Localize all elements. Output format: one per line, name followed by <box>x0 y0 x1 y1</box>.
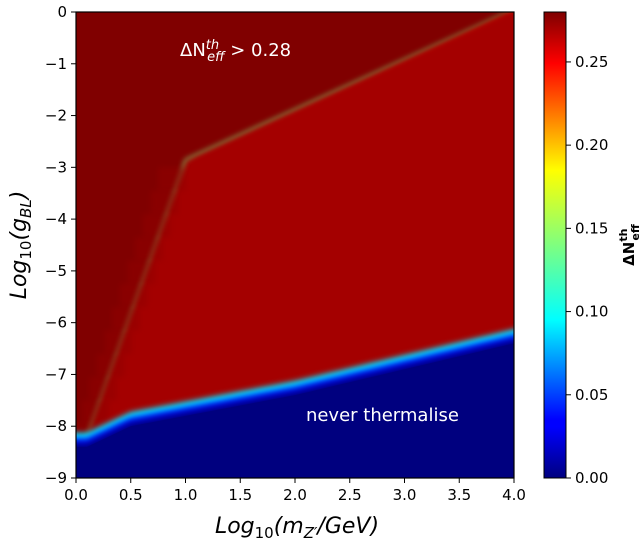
saturated-step-block <box>89 377 117 401</box>
saturated-step-block <box>150 190 178 214</box>
y-axis-label-sub1: 10 <box>17 241 35 260</box>
colorbar-label-base: ΔN <box>620 242 638 266</box>
y-tick-label: −3 <box>45 158 67 176</box>
x-axis-label-tail: /GeV) <box>315 514 379 539</box>
x-tick-label: 3.5 <box>447 486 471 504</box>
x-tick-label: 0.5 <box>119 486 143 504</box>
never-thermalise-region <box>76 329 514 478</box>
annotation-never-thermalise: never thermalise <box>306 405 459 426</box>
colorbar-ticks: 0.00 0.05 0.10 0.15 0.20 0.25 <box>566 53 608 487</box>
y-axis-label-mid: (g <box>7 218 32 241</box>
x-axis-ticks: 0.0 0.5 1.0 1.5 2.0 2.5 3.0 3.5 4.0 <box>64 478 526 504</box>
y-tick-label: −2 <box>45 107 67 125</box>
colorbar-tick-label: 0.05 <box>575 386 608 404</box>
annotation-saturated: ΔNth eff > 0.28 <box>180 38 291 65</box>
y-tick-label: −8 <box>45 417 67 435</box>
saturated-step-block <box>112 307 140 331</box>
colorbar-tick-label: 0.25 <box>575 53 608 71</box>
y-axis-label-sub2: BL <box>17 199 35 218</box>
x-tick-label: 0.0 <box>64 486 88 504</box>
colorbar-label-sup: th <box>617 229 630 242</box>
colorbar-tick-label: 0.10 <box>575 303 608 321</box>
x-tick-label: 2.5 <box>338 486 362 504</box>
colorbar-tick-label: 0.00 <box>575 469 608 487</box>
colorbar-label: ΔNtheff <box>617 224 640 266</box>
saturated-step-block <box>158 167 186 191</box>
plot-area <box>76 12 514 478</box>
x-axis-label-sub2: Z′ <box>303 524 318 539</box>
heatmap-layer <box>76 12 514 478</box>
y-tick-label: −9 <box>45 469 67 487</box>
saturated-region <box>76 12 509 442</box>
saturated-step-block <box>119 283 148 308</box>
colorbar-tick-label: 0.15 <box>575 219 608 237</box>
saturated-step-block <box>127 260 155 284</box>
y-tick-label: −5 <box>45 262 67 280</box>
annotation-saturated-sup: th <box>206 38 219 53</box>
colorbar-label-sub: eff <box>629 224 640 240</box>
saturated-step-block <box>81 400 109 424</box>
y-tick-label: −7 <box>45 365 67 383</box>
x-axis-label: Log10(mZ′/GeV) <box>215 514 379 539</box>
saturated-step-block <box>96 353 125 378</box>
saturated-step-block <box>142 213 171 238</box>
annotation-saturated-base: ΔN <box>180 40 206 61</box>
x-axis-label-sub1: 10 <box>255 524 274 539</box>
x-tick-label: 2.0 <box>283 486 307 504</box>
x-tick-label: 3.0 <box>393 486 417 504</box>
saturated-step-block <box>104 330 132 354</box>
never-thermalise-core <box>76 343 514 478</box>
x-axis-label-mid: (m <box>274 514 304 539</box>
x-tick-label: 1.0 <box>174 486 198 504</box>
colorbar-tick-label: 0.20 <box>575 136 608 154</box>
y-axis-label: Log10(gBL) <box>7 191 35 300</box>
annotation-saturated-rest: > 0.28 <box>225 40 292 61</box>
colorbar <box>543 11 567 479</box>
saturated-step-edge <box>76 167 186 447</box>
y-tick-label: −4 <box>45 210 67 228</box>
y-tick-label: −6 <box>45 314 67 332</box>
x-tick-label: 4.0 <box>502 486 526 504</box>
y-tick-label: −1 <box>45 55 67 73</box>
y-axis-label-tail: ) <box>7 191 32 202</box>
saturated-step-block <box>135 237 163 261</box>
y-axis-ticks: 0 −1 −2 −3 −4 −5 −6 −7 −8 −9 <box>45 3 76 487</box>
y-axis-label-base: Log <box>7 260 32 300</box>
annotation-saturated-sub: eff <box>207 50 226 65</box>
x-tick-label: 1.5 <box>228 486 252 504</box>
y-tick-label: 0 <box>57 3 67 21</box>
x-axis-label-base: Log <box>215 514 255 539</box>
